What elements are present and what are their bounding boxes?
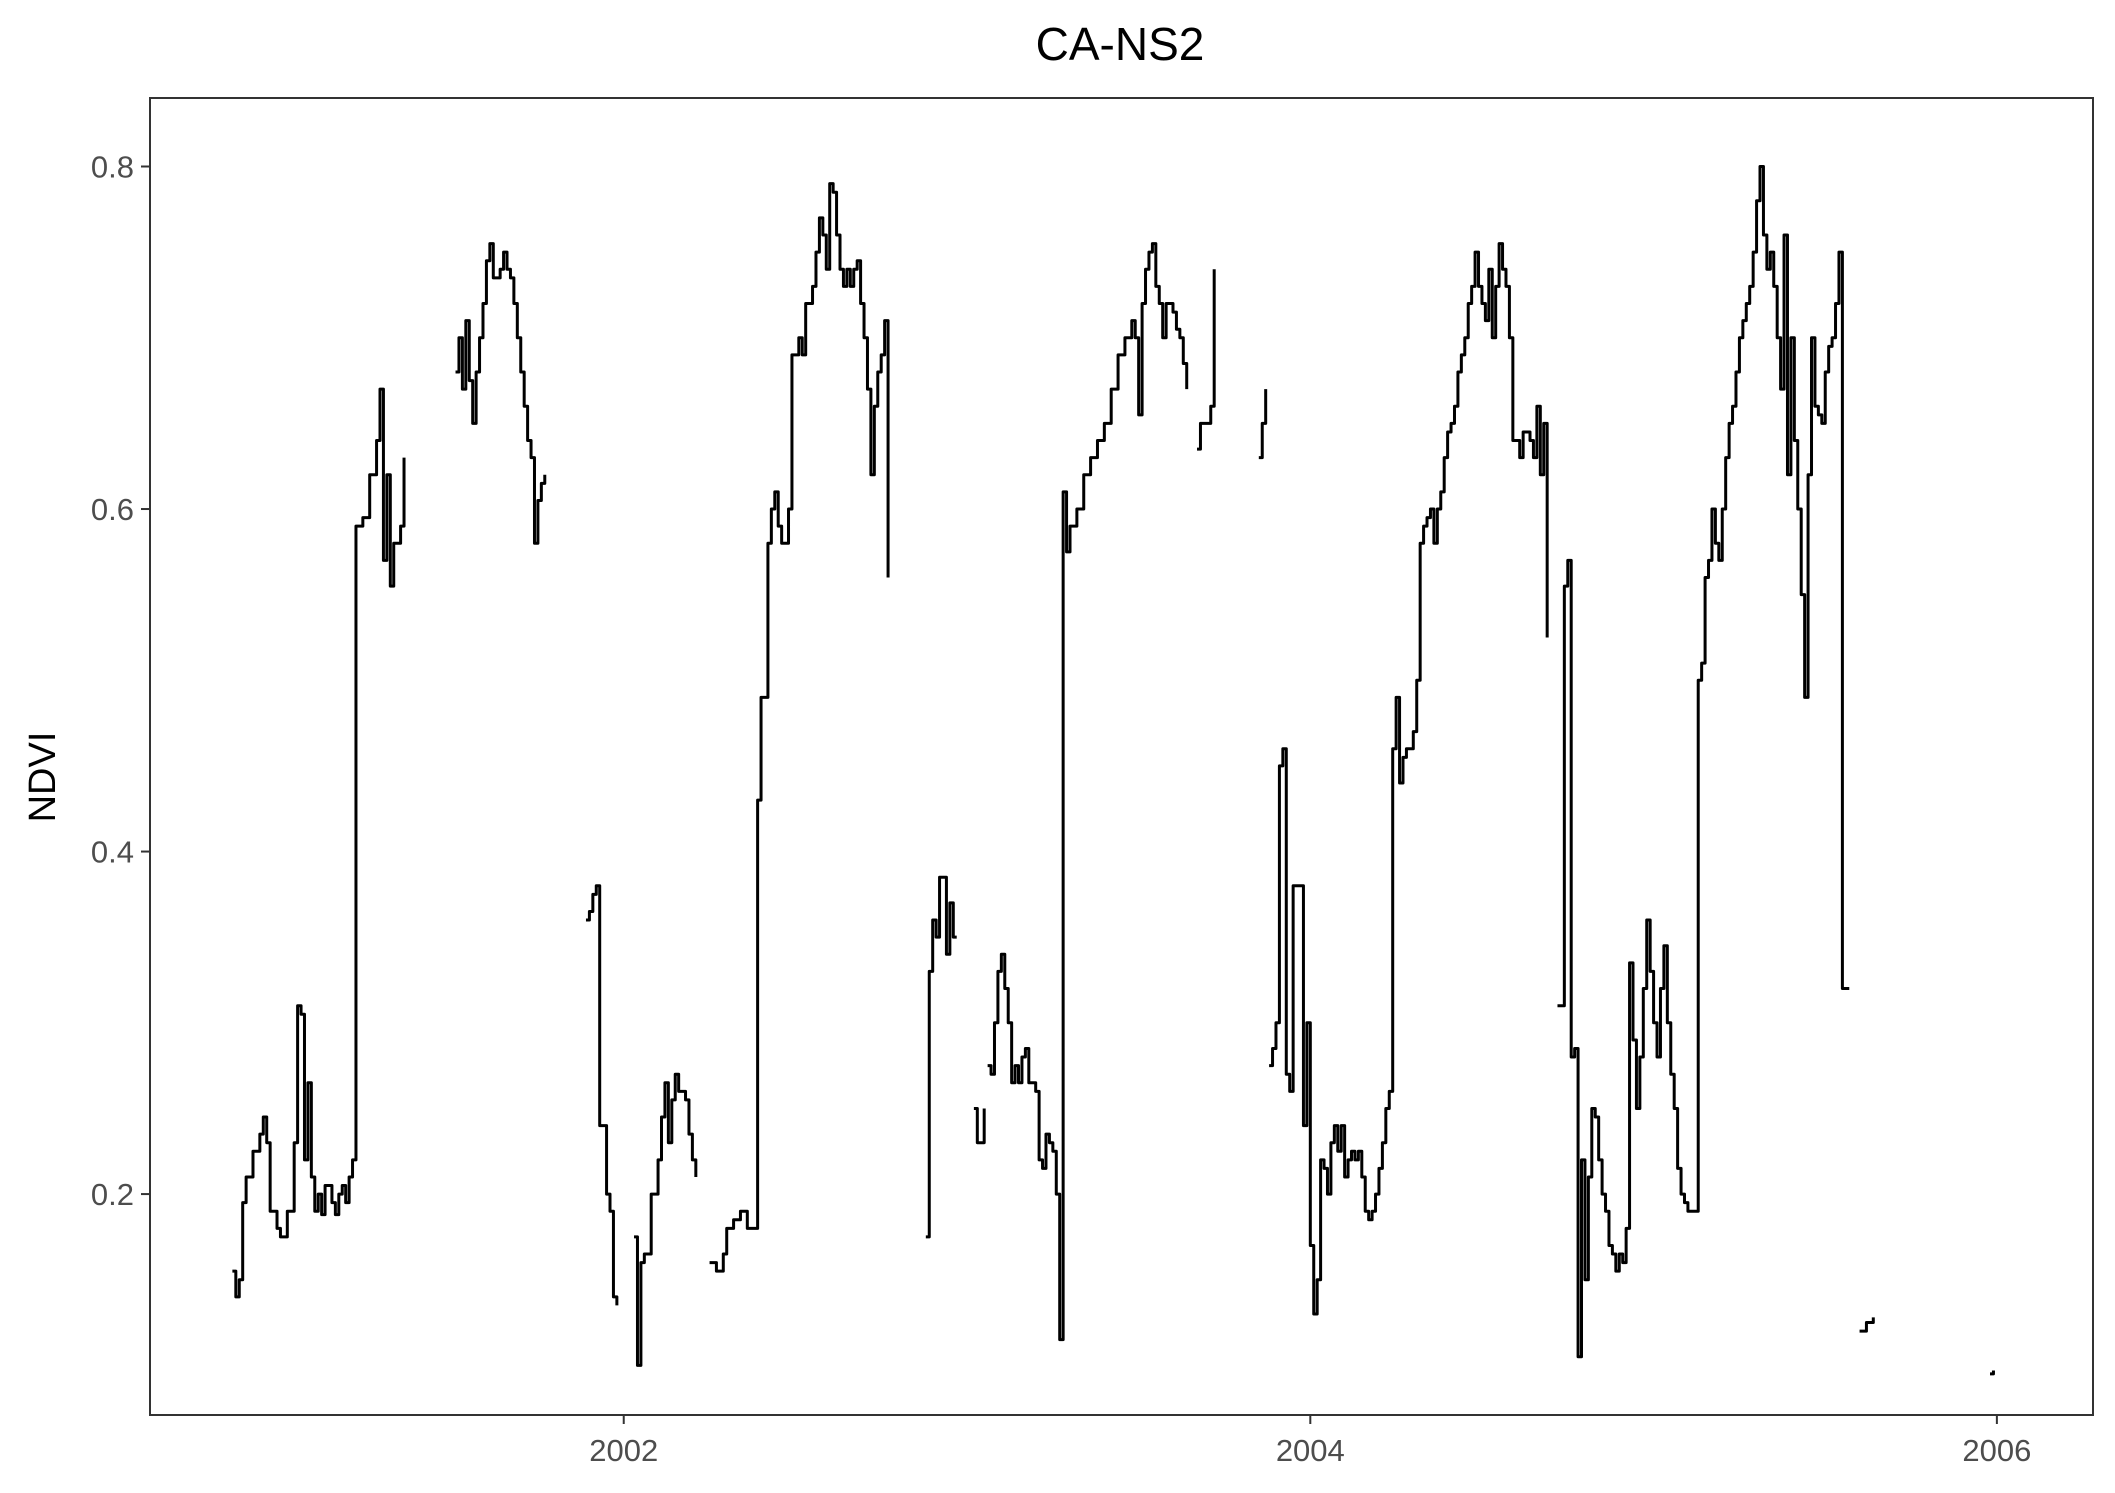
ndvi-line-segment (1859, 1317, 1875, 1333)
ndvi-line-segment (973, 1106, 986, 1145)
ndvi-line-segment (455, 242, 547, 545)
plot-panel-border (149, 97, 2094, 1416)
ndvi-line-segment (634, 1072, 698, 1367)
ndvi-line-segment (1269, 242, 1549, 1316)
ndvi-line-segment (1258, 389, 1268, 460)
series-layer (232, 165, 1995, 1376)
ndvi-line-segment (585, 884, 619, 1306)
ndvi-line-segment (925, 875, 957, 1239)
y-tick-label: 0.8 (91, 150, 134, 185)
ndvi-line-segment (232, 387, 406, 1299)
y-axis: 0.2 0.4 0.6 0.8 (91, 150, 150, 1212)
x-tick-label: 2006 (1962, 1433, 2031, 1468)
y-tick-label: 0.6 (91, 492, 134, 527)
y-tick-label: 0.4 (91, 835, 134, 870)
ndvi-line-segment (987, 242, 1189, 1342)
ndvi-line-segment (709, 182, 890, 1273)
ndvi-line-segment (1990, 1370, 1995, 1376)
x-tick-label: 2004 (1276, 1433, 1345, 1468)
x-axis: 2002 2004 2006 (589, 1415, 2031, 1468)
ndvi-line-segment (1197, 269, 1216, 451)
x-tick-label: 2002 (589, 1433, 658, 1468)
y-axis-title: NDVI (22, 732, 64, 823)
ndvi-line-segment (1557, 165, 1850, 1359)
y-tick-label: 0.2 (91, 1177, 134, 1212)
chart-title: CA-NS2 (1036, 18, 1205, 70)
